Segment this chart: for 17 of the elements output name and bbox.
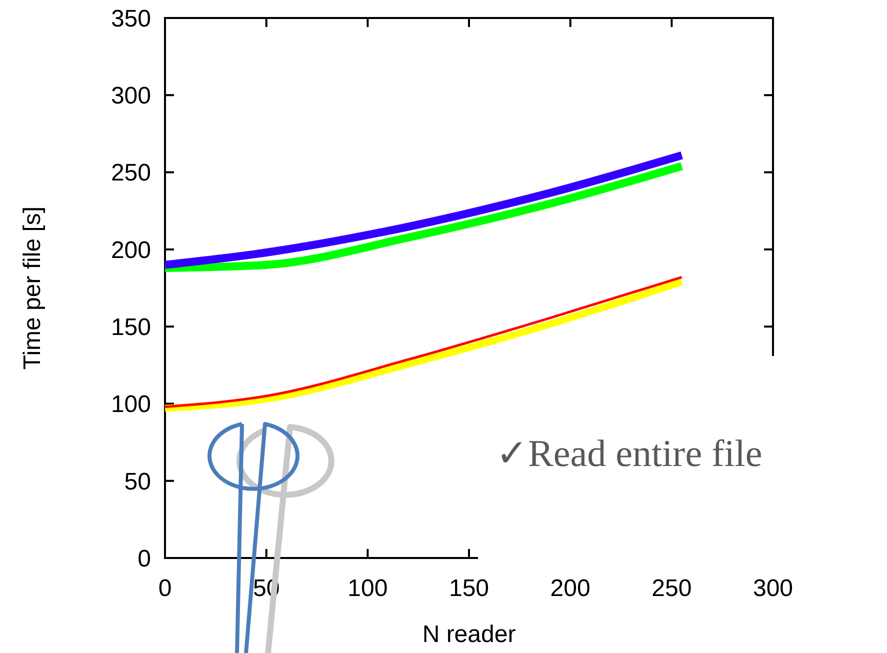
x-tick-label: 200 <box>550 575 590 602</box>
x-tick-label: 300 <box>752 575 794 602</box>
y-tick-label: 150 <box>110 314 151 341</box>
x-axis-title: N reader <box>422 621 516 648</box>
y-tick-label: 350 <box>110 5 151 32</box>
y-tick-label: 300 <box>110 82 151 110</box>
y-tick-label: 200 <box>110 236 151 264</box>
x-tick-label: 100 <box>348 575 388 602</box>
x-tick-label: 0 <box>158 575 172 602</box>
y-axis-title: Time per file [s] <box>19 206 46 370</box>
annotation: ✓Read entire file <box>496 433 762 475</box>
x-tick-label: 250 <box>652 575 692 602</box>
y-tick-label: 0 <box>138 545 151 572</box>
y-tick-label: 100 <box>110 391 151 418</box>
x-tick-label: 150 <box>448 575 490 602</box>
y-tick-label: 50 <box>124 468 151 496</box>
y-tick-label: 250 <box>110 160 151 187</box>
